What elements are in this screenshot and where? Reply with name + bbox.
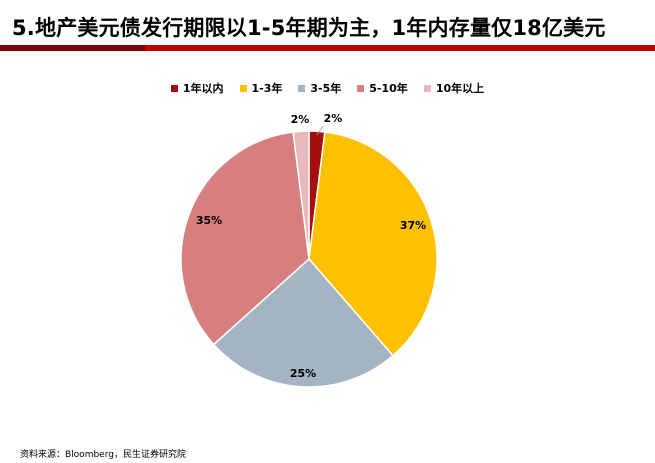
legend-item: 10年以上 [423,80,485,96]
legend-label: 1-3年 [251,82,283,95]
title-underline [0,45,655,51]
legend-item: 5-10年 [357,80,408,96]
legend-item: 1-3年 [239,80,283,96]
legend-swatch [239,84,247,92]
pie-slice [308,131,438,357]
data-label: 2% [324,112,343,125]
legend-label: 5-10年 [369,82,408,95]
legend-swatch [357,84,365,92]
legend-swatch [298,84,306,92]
legend-swatch [170,84,178,92]
legend-label: 10年以上 [435,82,485,95]
title-underline-accent [0,45,145,51]
data-label: 2% [291,113,310,126]
data-label: 25% [290,367,316,380]
data-label: 37% [400,219,426,232]
chart-legend: 1年以内 1-3年 3-5年 5-10年 10年以上 [0,80,655,96]
data-label: 35% [196,214,222,227]
label-leader-line [316,125,324,136]
legend-label: 3-5年 [310,82,342,95]
source-note: 资料来源：Bloomberg，民生证券研究院 [20,450,186,460]
pie-slice [292,130,310,260]
legend-item: 3-5年 [298,80,341,96]
pie-slice [180,131,310,346]
legend-item: 1年以内 [170,80,224,96]
pie-slice [212,257,395,388]
page-title: 5.地产美元债发行期限以1-5年期为主，1年内存量仅18亿美元 [12,16,606,40]
legend-swatch [423,84,431,92]
legend-label: 1年以内 [182,82,224,95]
